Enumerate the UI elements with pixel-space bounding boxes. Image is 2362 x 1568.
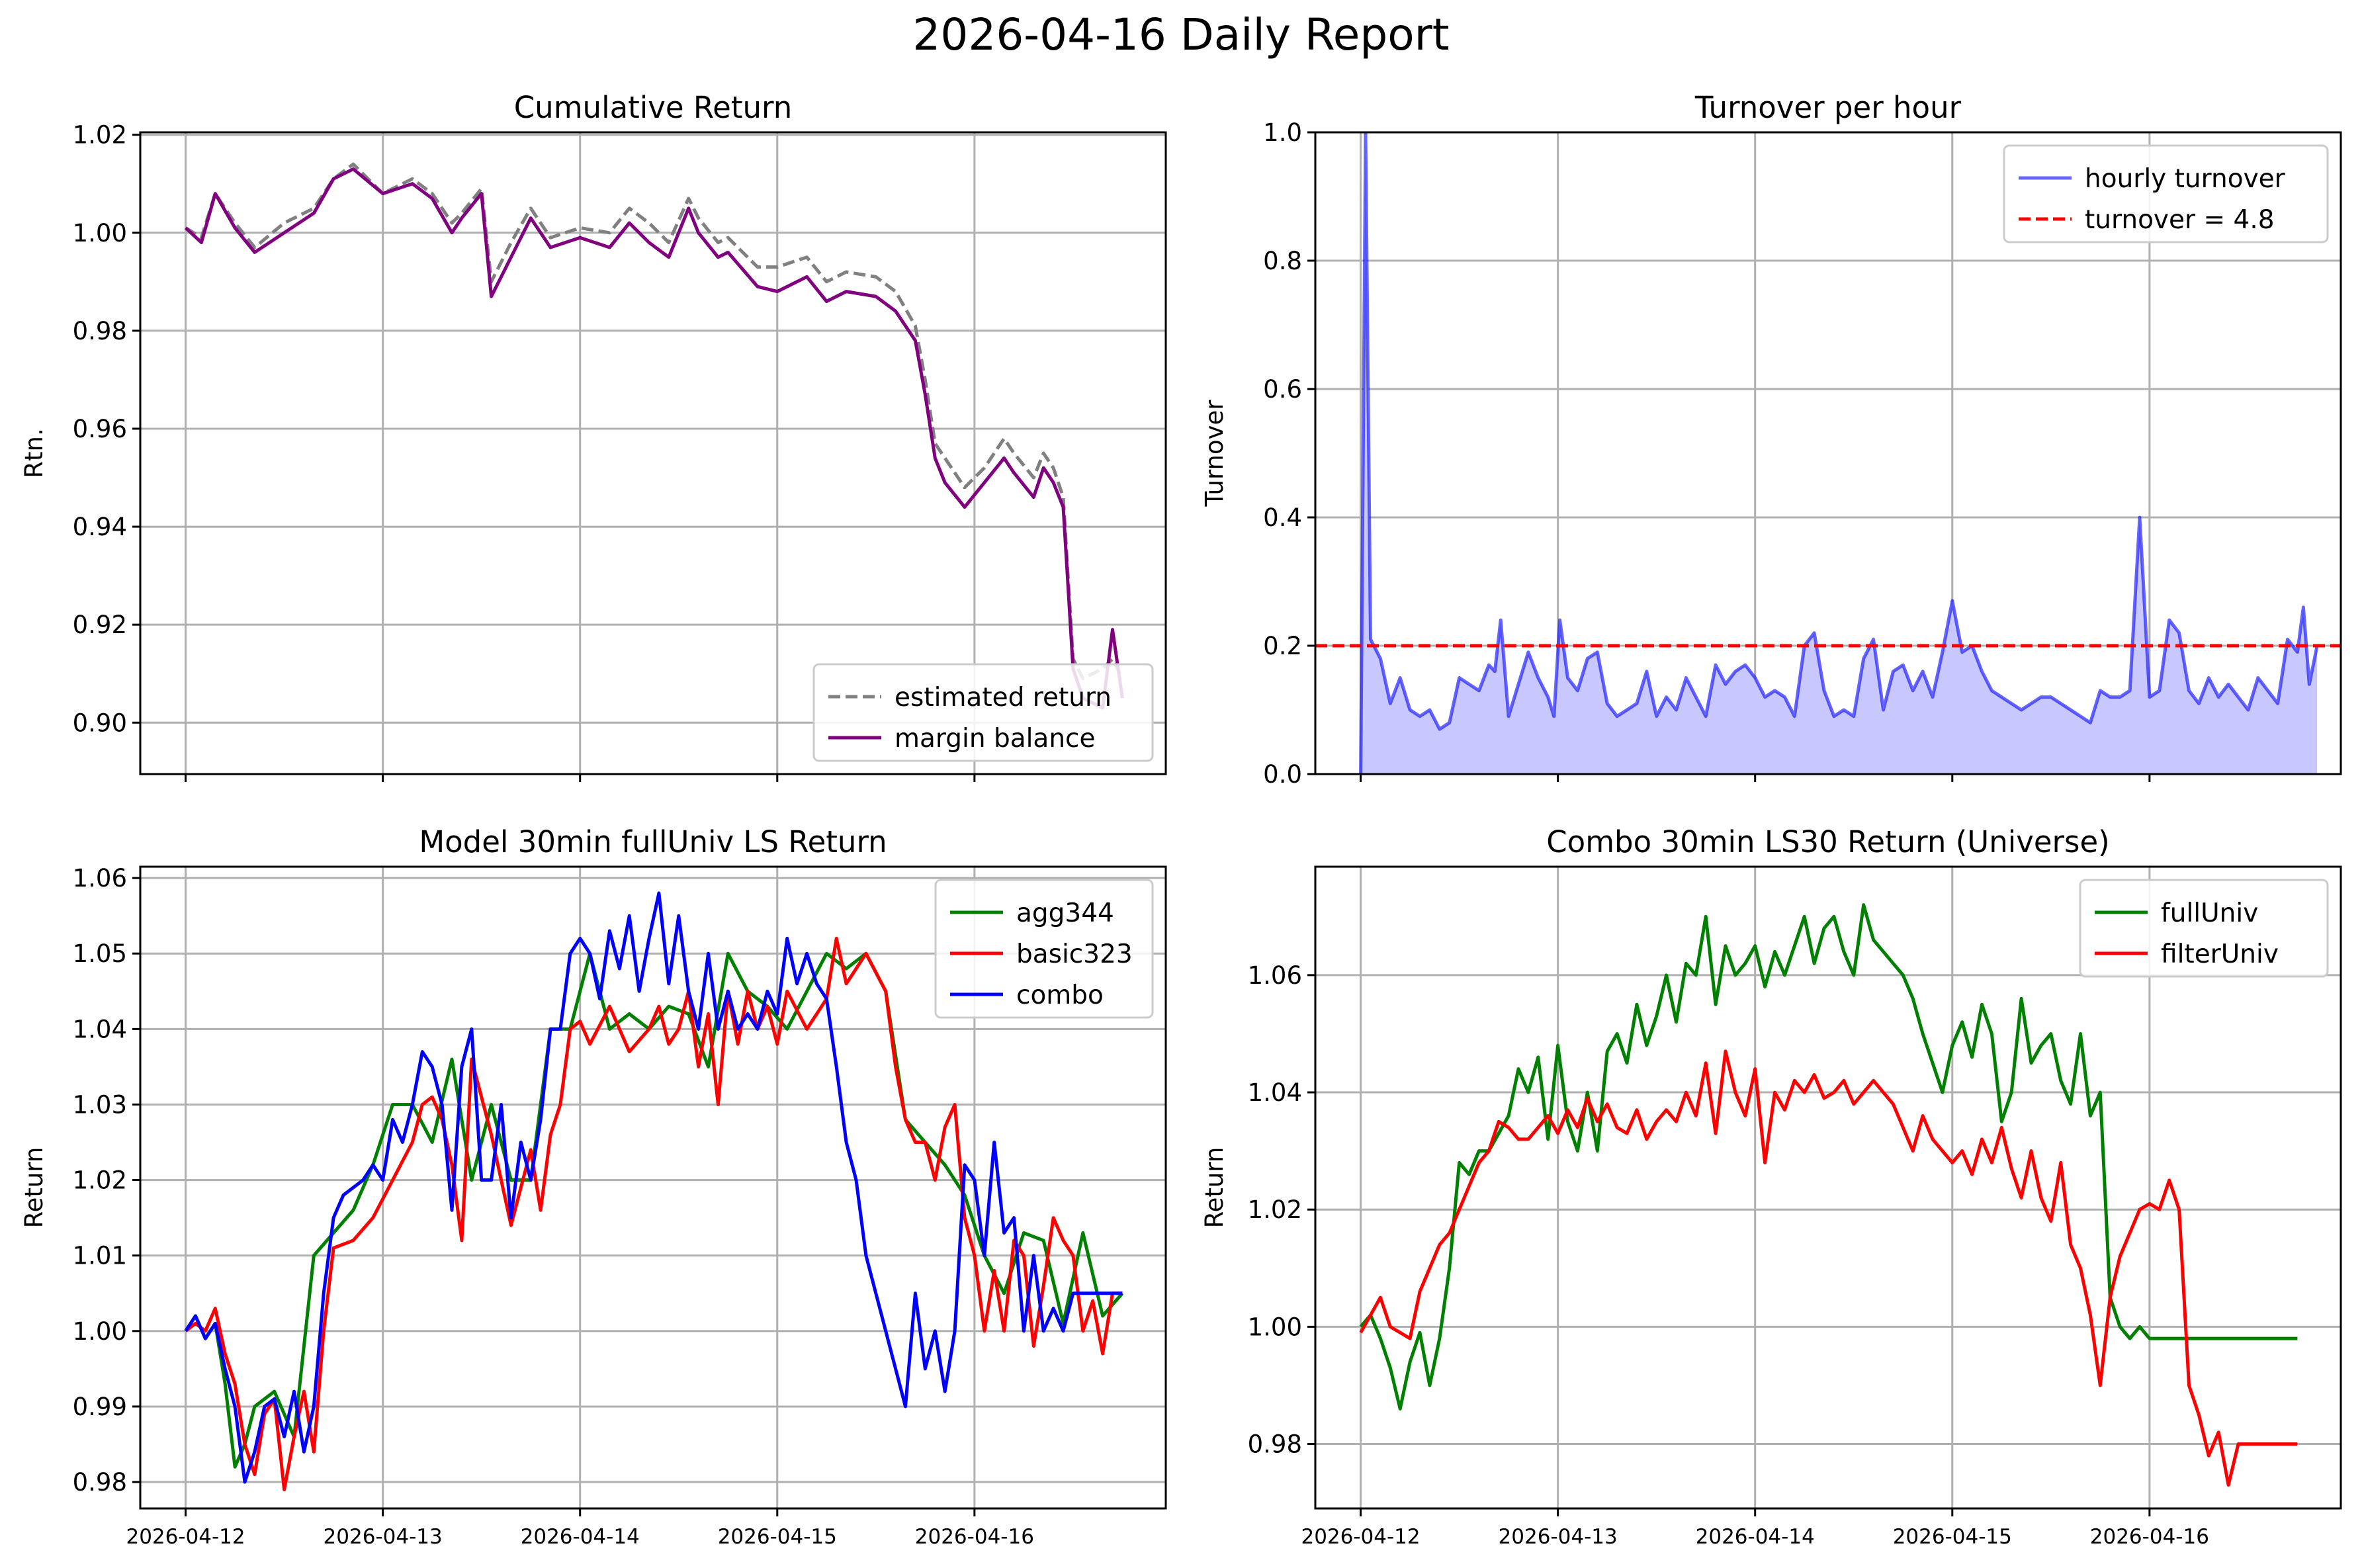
legend: estimated return margin balance — [812, 663, 1154, 762]
grid — [140, 867, 1166, 1508]
y-tick-label: 1.0 — [1263, 118, 1302, 147]
y-tick-label: 1.00 — [73, 219, 127, 247]
panels: Cumulative Return 0.90 0.92 0.94 0.96 0.98 1.0… — [20, 90, 2342, 1549]
x-tick-label: 2026-04-14 — [521, 1525, 640, 1549]
legend: hourly turnover turnover = 4.8 — [2003, 144, 2329, 243]
grid — [1315, 867, 2341, 1508]
y-tick-label: 0.6 — [1263, 375, 1302, 404]
y-tick-label: 1.04 — [73, 1015, 127, 1043]
series-line-agg344 — [184, 951, 1124, 1469]
legend-label: margin balance — [895, 724, 1096, 754]
legend: fullUniv filterUniv — [2079, 879, 2329, 978]
y-tick-label: 0.98 — [73, 1468, 127, 1497]
y-tick-label: 1.06 — [1248, 961, 1302, 990]
y-tick-label: 0.0 — [1263, 760, 1302, 789]
y-tick-label: 1.02 — [1248, 1196, 1302, 1224]
panel-cum: Cumulative Return 0.90 0.92 0.94 0.96 0.98 1.0… — [20, 90, 1167, 782]
suptitle: 2026-04-16 Daily Report — [912, 9, 1449, 60]
panel-model: Model 30min fullUniv LS Return 0.98 0.99 1.… — [20, 824, 1167, 1549]
y-tick-label: 1.02 — [73, 1166, 127, 1195]
y-tick-label: 1.05 — [73, 939, 127, 968]
series-line-estimated-return — [185, 162, 1124, 681]
legend-label: agg344 — [1016, 898, 1114, 928]
series-group — [1315, 132, 2341, 774]
series-line-margin-balance — [184, 167, 1124, 710]
series-group — [184, 891, 1124, 1491]
panel-title: Cumulative Return — [514, 90, 792, 125]
y-axis-label: Return — [20, 1147, 48, 1229]
panel-title: Turnover per hour — [1694, 90, 1962, 125]
legend-box — [2003, 144, 2329, 243]
axes-frame — [139, 131, 1167, 775]
y-tick-label: 1.03 — [73, 1090, 127, 1119]
axes-frame — [1314, 865, 2342, 1510]
y-tick-label: 1.02 — [73, 121, 127, 150]
legend-label: combo — [1016, 980, 1104, 1010]
y-tick-label: 1.04 — [1248, 1078, 1302, 1107]
y-tick-label: 1.06 — [73, 864, 127, 893]
y-tick-label: 0.98 — [73, 317, 127, 345]
series-line-hourly-turnover — [1359, 132, 2319, 774]
x-tick-label: 2026-04-16 — [915, 1525, 1034, 1549]
x-tick-label: 2026-04-14 — [1696, 1525, 1815, 1549]
series-group — [184, 162, 1124, 710]
legend-label: hourly turnover — [2085, 164, 2286, 194]
y-tick-label: 0.4 — [1263, 503, 1302, 532]
x-tick-label: 2026-04-13 — [1499, 1525, 1618, 1549]
y-tick-label: 1.01 — [73, 1242, 127, 1270]
y-tick-label: 0.94 — [73, 513, 127, 541]
y-tick-label: 0.90 — [73, 709, 127, 737]
x-tick-label: 2026-04-13 — [324, 1525, 443, 1549]
series-group — [1359, 903, 2298, 1487]
x-tick-label: 2026-04-12 — [126, 1525, 245, 1549]
panel-turn: Turnover per hour 0.0 0.2 0.4 0.6 0.8 1.0 Turno… — [1200, 90, 2342, 789]
y-axis-label: Return — [1200, 1147, 1229, 1229]
y-tick-label: 0.96 — [73, 415, 127, 443]
x-tick-label: 2026-04-15 — [1893, 1525, 2012, 1549]
legend-label: filterUniv — [2161, 939, 2279, 969]
legend-label: estimated return — [895, 683, 1112, 713]
y-tick-label: 0.99 — [73, 1393, 127, 1421]
axes-frame — [139, 865, 1167, 1510]
y-tick-label: 0.92 — [73, 611, 127, 639]
series-line-fulluniv — [1359, 903, 2298, 1411]
panel-title: Model 30min fullUniv LS Return — [419, 824, 887, 859]
panel-combo: Combo 30min LS30 Return (Universe) 0.98 1.… — [1200, 824, 2342, 1549]
y-tick-label: 1.00 — [1248, 1313, 1302, 1341]
y-axis-label: Turnover — [1200, 400, 1229, 507]
x-tick-label: 2026-04-15 — [718, 1525, 837, 1549]
y-tick-label: 0.98 — [1248, 1430, 1302, 1459]
legend: agg344 basic323 combo — [934, 879, 1154, 1019]
legend-label: turnover = 4.8 — [2085, 205, 2275, 235]
panel-title: Combo 30min LS30 Return (Universe) — [1546, 824, 2109, 859]
legend-label: basic323 — [1016, 939, 1133, 969]
axes-frame — [1314, 131, 2342, 775]
legend-label: fullUniv — [2161, 898, 2258, 928]
y-axis-label: Rtn. — [20, 428, 48, 478]
series-line-filteruniv — [1359, 1049, 2298, 1487]
x-tick-label: 2026-04-12 — [1301, 1525, 1420, 1549]
series-line-combo — [184, 891, 1123, 1484]
x-tick-label: 2026-04-16 — [2090, 1525, 2209, 1549]
y-tick-label: 0.2 — [1263, 632, 1302, 660]
series-area — [1360, 132, 2318, 774]
legend-box — [934, 879, 1154, 1019]
y-tick-label: 0.8 — [1263, 247, 1302, 275]
legend-box — [812, 663, 1154, 762]
grid — [140, 132, 1166, 774]
y-tick-label: 1.00 — [73, 1317, 127, 1346]
